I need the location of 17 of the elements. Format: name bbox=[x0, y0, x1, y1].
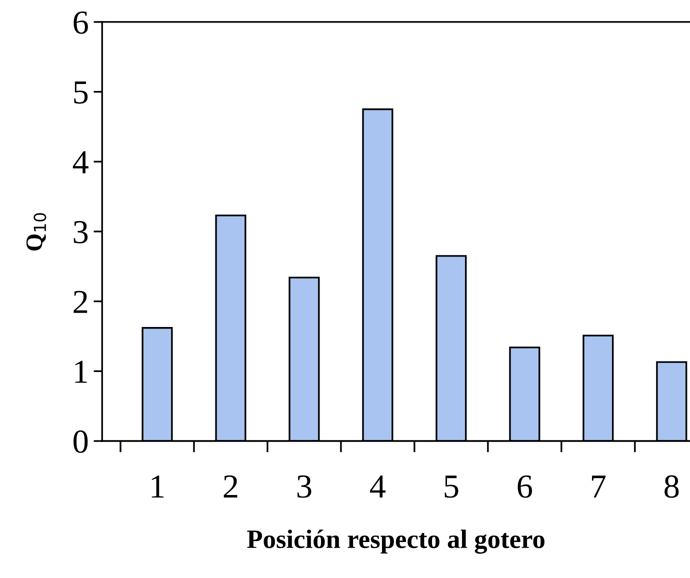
y-tick-label: 4 bbox=[72, 151, 88, 174]
x-tick-label: 7 bbox=[592, 476, 606, 498]
y-tick-label: 6 bbox=[74, 11, 88, 34]
x-tick-label: 5 bbox=[444, 476, 458, 498]
y-tick-label: 2 bbox=[74, 290, 88, 313]
x-tick-label: 6 bbox=[518, 475, 532, 498]
x-axis-title: Posición respecto al gotero bbox=[247, 530, 544, 554]
x-tick-label: 4 bbox=[370, 476, 386, 498]
y-tick-label: 3 bbox=[74, 220, 88, 244]
x-tick-label: 2 bbox=[224, 475, 238, 498]
y-tick-label: 5 bbox=[74, 82, 88, 104]
y-tick-label: 0 bbox=[74, 430, 88, 453]
x-tick-label: 1 bbox=[152, 475, 164, 498]
y-axis-title: Q$_{10}$ bbox=[26, 213, 46, 251]
y-tick-label: 1 bbox=[75, 360, 87, 383]
x-tick-label: 8 bbox=[664, 475, 679, 498]
x-tick-label: 3 bbox=[297, 475, 312, 498]
